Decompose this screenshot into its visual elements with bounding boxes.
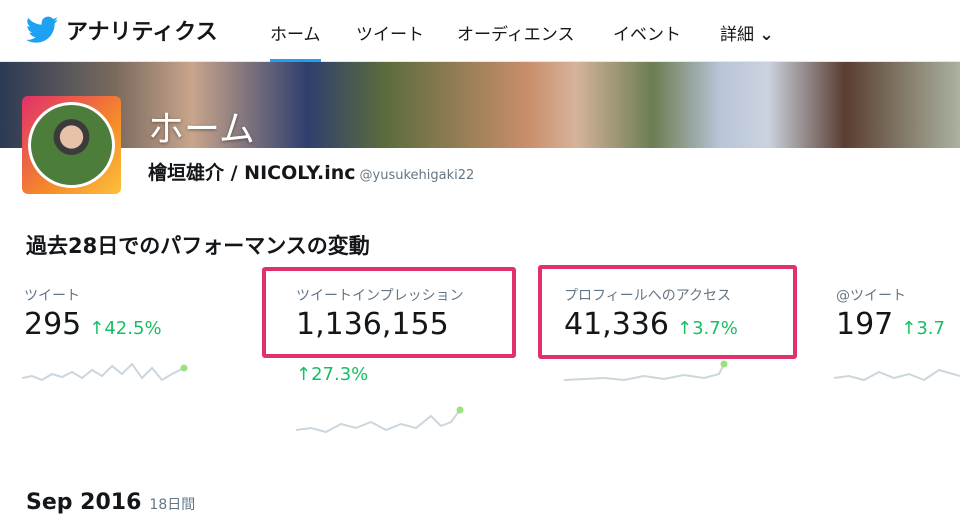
metric-label: @ツイート — [836, 288, 906, 304]
sparkline-mentions — [834, 368, 960, 382]
metric-label: プロフィールへのアクセス — [564, 288, 732, 304]
chevron-down-icon: ⌄ — [759, 25, 774, 45]
twitter-bird-icon — [26, 16, 58, 43]
metric-impressions[interactable]: ツイートインプレッション 1,136,155 ↑27.3% — [296, 285, 464, 385]
sparkline-profile-visits — [564, 360, 728, 382]
metric-value: 1,136,155 — [296, 307, 449, 342]
metric-mentions[interactable]: @ツイート 197 ↑3.7 — [836, 285, 945, 342]
profile-handle: @yusukehigaki22 — [359, 168, 475, 183]
metric-value: 295 — [24, 307, 82, 342]
metric-change: ↑27.3% — [296, 364, 369, 385]
app-title: アナリティクス — [66, 20, 218, 45]
analytics-logo[interactable]: アナリティクス — [26, 14, 218, 46]
tab-events[interactable]: イベント — [613, 25, 681, 45]
metric-profile-visits[interactable]: プロフィールへのアクセス 41,336 ↑3.7% — [564, 285, 738, 342]
metric-value: 197 — [836, 307, 894, 342]
profile-name: 檜垣雄介 / NICOLY.inc @yusukehigaki22 — [148, 158, 474, 185]
tab-home[interactable]: ホーム — [270, 20, 321, 63]
metric-label: ツイート — [24, 288, 80, 304]
metric-value: 41,336 — [564, 307, 669, 342]
highlight-box-profile-visits — [538, 265, 797, 359]
page-title: ホーム — [148, 109, 255, 150]
metric-change: ↑3.7% — [676, 318, 738, 339]
avatar[interactable] — [22, 96, 121, 194]
sparkline-impressions — [296, 406, 464, 434]
tab-tweets[interactable]: ツイート — [356, 25, 424, 45]
top-nav: アナリティクス ホーム ツイート オーディエンス イベント 詳細 ⌄ — [0, 0, 960, 63]
display-name: 檜垣雄介 / NICOLY.inc — [148, 162, 356, 184]
metric-tweets[interactable]: ツイート 295 ↑42.5% — [24, 285, 162, 342]
metric-label: ツイートインプレッション — [296, 288, 464, 304]
tab-audience[interactable]: オーディエンス — [457, 25, 575, 45]
period-days: 18日間 — [149, 497, 196, 513]
metric-change: ↑3.7 — [901, 318, 945, 339]
metric-change: ↑42.5% — [89, 318, 162, 339]
tab-more-label: 詳細 — [720, 25, 754, 45]
header-banner: ホーム — [0, 62, 960, 150]
sparkline-tweets — [22, 362, 188, 382]
section-title: 過去28日でのパフォーマンスの変動 — [26, 234, 370, 258]
tab-more[interactable]: 詳細 ⌄ — [720, 20, 774, 45]
highlight-box-impressions — [262, 267, 516, 358]
